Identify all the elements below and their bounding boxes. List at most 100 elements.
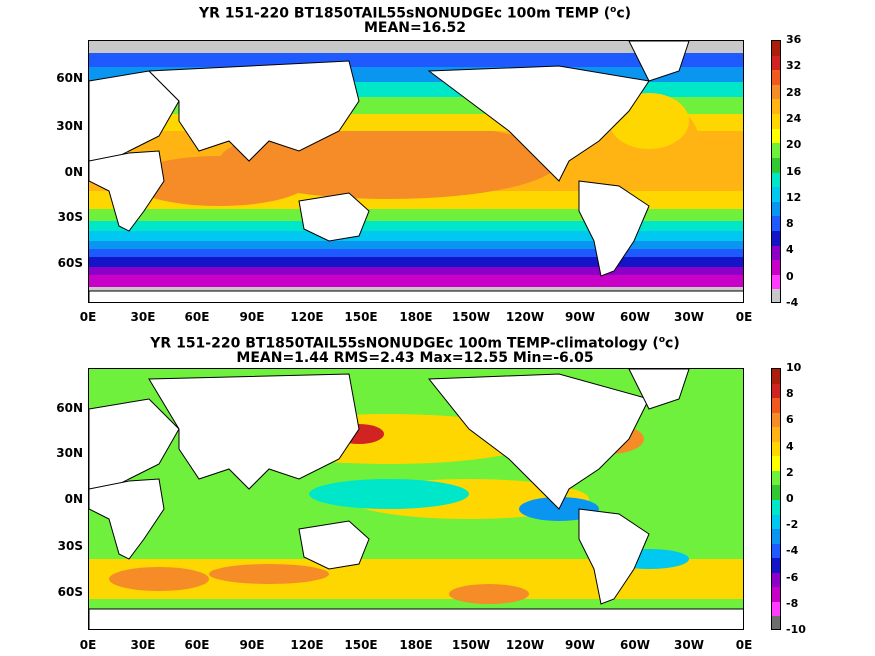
colorbar-label: -6 xyxy=(786,570,799,584)
colorbar-segment xyxy=(772,230,780,247)
colorbar-segment xyxy=(772,99,780,115)
colorbar-label: -10 xyxy=(786,623,806,636)
lon-label: 30W xyxy=(674,638,704,652)
lon-label: 150W xyxy=(451,310,491,324)
colorbar-segment xyxy=(772,274,780,290)
colorbar-label: 10 xyxy=(786,361,802,374)
panel1-colorbar xyxy=(771,40,781,303)
lon-label: 120W xyxy=(505,638,545,652)
panel1-title-line2: MEAN=16.52 xyxy=(363,20,467,36)
colorbar-segment xyxy=(772,529,780,545)
colorbar-segment xyxy=(772,398,780,414)
lon-label: 120E xyxy=(290,638,324,652)
colorbar-label: 16 xyxy=(786,164,802,178)
colorbar-label: 8 xyxy=(786,387,794,401)
colorbar-segment xyxy=(772,441,780,457)
lat-label: 30S xyxy=(57,539,83,553)
colorbar-segment xyxy=(772,55,780,71)
colorbar-segment xyxy=(772,70,780,86)
panel1-title-line1: YR 151-220 BT1850TAIL55sNONUDGEc 100m TE… xyxy=(198,5,632,22)
lat-label: 0N xyxy=(64,165,83,179)
lon-label: 0E xyxy=(79,310,97,324)
colorbar-label: -4 xyxy=(786,296,799,309)
lon-label: 30W xyxy=(674,310,704,324)
colorbar-segment xyxy=(772,369,780,385)
colorbar-label: 36 xyxy=(786,33,802,46)
colorbar-label: 12 xyxy=(786,190,802,204)
lon-label: 180E xyxy=(399,638,433,652)
lon-label: 0E xyxy=(79,638,97,652)
colorbar-segment xyxy=(772,260,780,276)
lon-label: 60E xyxy=(184,310,210,324)
lon-label: 150E xyxy=(344,310,378,324)
lon-label: 30E xyxy=(130,638,156,652)
lon-label: 90E xyxy=(239,638,265,652)
lon-label: 60W xyxy=(620,638,650,652)
colorbar-segment xyxy=(772,427,780,443)
colorbar-label: 20 xyxy=(786,138,802,152)
colorbar-segment xyxy=(772,558,780,574)
colorbar-segment xyxy=(772,412,780,428)
colorbar-label: 2 xyxy=(786,465,794,479)
colorbar-segment xyxy=(772,172,780,188)
colorbar-segment xyxy=(772,201,780,217)
panel2-title-line2: MEAN=1.44 RMS=2.43 Max=12.55 Min=-6.05 xyxy=(236,350,594,366)
colorbar-segment xyxy=(772,500,780,516)
lon-label: 90W xyxy=(565,310,595,324)
lat-label: 60S xyxy=(57,256,83,270)
lon-label: 150W xyxy=(451,638,491,652)
colorbar-label: -2 xyxy=(786,518,799,532)
panel2-map xyxy=(88,368,744,630)
colorbar-segment xyxy=(772,383,780,399)
colorbar-label: 0 xyxy=(786,492,794,505)
colorbar-label: 32 xyxy=(786,59,802,73)
colorbar-segment xyxy=(772,616,780,629)
colorbar-segment xyxy=(772,601,780,617)
colorbar-label: 4 xyxy=(786,439,794,453)
panel1-map xyxy=(88,40,744,303)
colorbar-label: 6 xyxy=(786,413,794,427)
colorbar-label: 0 xyxy=(786,269,794,283)
colorbar-segment xyxy=(772,470,780,486)
colorbar-segment xyxy=(772,514,780,530)
lon-label: 180E xyxy=(399,310,433,324)
colorbar-segment xyxy=(772,114,780,130)
colorbar-segment xyxy=(772,245,780,261)
lat-label: 60N xyxy=(56,401,83,415)
lat-label: 30S xyxy=(57,210,83,224)
colorbar-segment xyxy=(772,289,780,302)
colorbar-segment xyxy=(772,456,780,472)
panel2-title-line1: YR 151-220 BT1850TAIL55sNONUDGEc 100m TE… xyxy=(150,335,680,352)
colorbar-segment xyxy=(772,157,780,173)
colorbar-segment xyxy=(772,572,780,588)
colorbar-label: 4 xyxy=(786,243,794,257)
colorbar-segment xyxy=(772,543,780,559)
lon-label: 60E xyxy=(184,638,210,652)
lat-label: 60S xyxy=(57,585,83,599)
lon-label: 120E xyxy=(290,310,324,324)
colorbar-label: 28 xyxy=(786,85,802,99)
lon-label: 30E xyxy=(130,310,156,324)
colorbar-segment xyxy=(772,128,780,144)
lon-label: 0E xyxy=(735,638,753,652)
colorbar-segment xyxy=(772,216,780,232)
colorbar-segment xyxy=(772,187,780,203)
colorbar-label: -8 xyxy=(786,596,799,610)
colorbar-segment xyxy=(772,587,780,603)
lon-label: 90W xyxy=(565,638,595,652)
colorbar-label: 24 xyxy=(786,111,802,125)
colorbar-segment xyxy=(772,485,780,501)
colorbar-segment xyxy=(772,84,780,100)
lon-label: 90E xyxy=(239,310,265,324)
lat-label: 0N xyxy=(64,492,83,506)
colorbar-label: -4 xyxy=(786,544,799,558)
colorbar-label: 8 xyxy=(786,217,794,231)
lon-label: 0E xyxy=(735,310,753,324)
lon-label: 120W xyxy=(505,310,545,324)
lon-label: 150E xyxy=(344,638,378,652)
colorbar-segment xyxy=(772,41,780,57)
lon-label: 60W xyxy=(620,310,650,324)
colorbar-segment xyxy=(772,143,780,159)
lat-label: 60N xyxy=(56,71,83,85)
lat-label: 30N xyxy=(56,446,83,460)
